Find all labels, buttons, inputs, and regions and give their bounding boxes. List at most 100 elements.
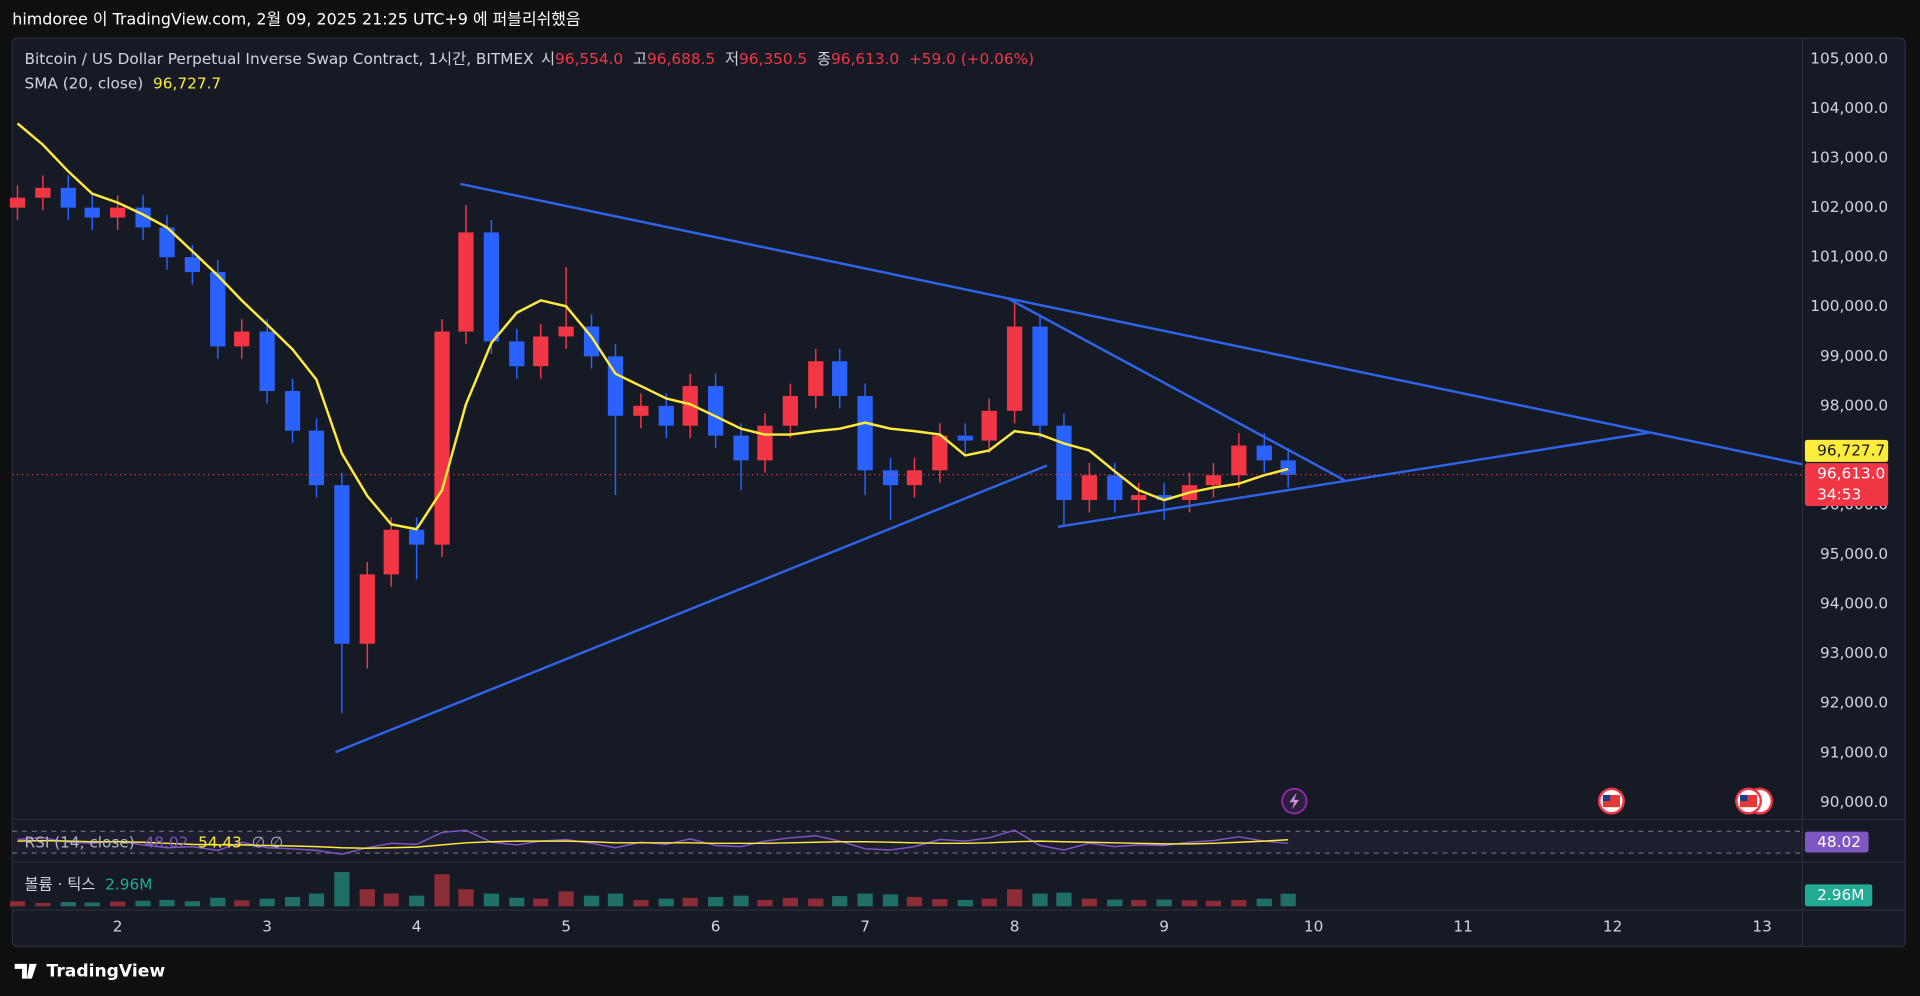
volume-bar: [658, 898, 674, 907]
candle-body: [84, 207, 100, 218]
volume-bar: [84, 902, 100, 907]
x-tick-label: 3: [262, 918, 272, 936]
volume-bar: [932, 899, 948, 907]
candle-body: [1205, 475, 1222, 486]
volume-bar: [35, 902, 51, 907]
y-tick-label: 102,000.0: [1810, 198, 1888, 216]
candle-body: [210, 272, 226, 347]
volume-box: [1804, 884, 1873, 907]
y-tick-label: 103,000.0: [1810, 149, 1888, 167]
sma-line: [16, 122, 1289, 531]
candle-body: [533, 336, 549, 367]
brand-name: TradingView: [47, 961, 166, 981]
volume-bar: [359, 889, 375, 907]
volume-bar: [533, 898, 549, 907]
candle-body: [957, 435, 973, 441]
candle-body: [808, 361, 824, 396]
candle-body: [509, 341, 525, 367]
ohlc-value: 96,350.5: [739, 50, 807, 68]
candle-body: [110, 207, 126, 218]
volume-bar: [135, 900, 151, 907]
y-tick-label: 91,000.0: [1820, 743, 1888, 761]
candle-body: [60, 187, 76, 208]
volume-bar: [234, 900, 250, 907]
candle-body: [981, 410, 997, 441]
volume-bar: [1280, 893, 1296, 907]
y-tick-label: 94,000.0: [1820, 595, 1888, 613]
candle-body: [184, 257, 201, 273]
trendline: [460, 182, 1803, 466]
volume-legend: 볼륨 · 틱스 2.96M: [24, 875, 152, 893]
candle-body: [359, 574, 375, 644]
candle-body: [383, 529, 399, 575]
x-tick-label: 10: [1304, 918, 1323, 936]
candle-body: [259, 331, 275, 392]
ohlc-label: 고: [633, 50, 647, 68]
volume-bar: [682, 897, 698, 907]
rsi-extra: ∅ ∅: [252, 833, 284, 851]
trendline: [1057, 431, 1650, 528]
volume-bar: [832, 896, 848, 907]
volume-bar: [733, 895, 749, 907]
volume-bar: [906, 896, 923, 907]
sma-price-label: 96,727.7: [1817, 441, 1885, 459]
ohlc-value: 96,554.0: [555, 50, 623, 68]
candle-body: [607, 356, 624, 416]
x-tick-label: 7: [860, 918, 870, 936]
last-price-box: [1804, 463, 1889, 506]
candle-body: [782, 395, 798, 426]
candle-body: [857, 395, 873, 471]
candle-body: [1231, 445, 1247, 476]
volume-bar: [1231, 899, 1247, 907]
candle-body: [882, 470, 899, 486]
rsi-price-box: [1804, 831, 1869, 853]
candle-body: [832, 361, 848, 396]
volume-bar: [1081, 898, 1097, 907]
volume-bar: [1032, 893, 1048, 907]
sma-legend: SMA (20, close) 96,727.7: [24, 74, 221, 92]
volume-bar: [808, 898, 824, 907]
volume-bar: [259, 898, 275, 907]
y-tick-label: 99,000.0: [1820, 347, 1888, 365]
volume-bar: [981, 898, 997, 907]
trendline: [335, 464, 1048, 754]
candle-body: [1056, 425, 1072, 501]
rsi-name: RSI (14, close): [24, 833, 134, 851]
candle-body: [434, 331, 450, 545]
volume-bar: [633, 899, 649, 907]
volume-bar: [284, 896, 301, 907]
candle-body: [458, 232, 474, 332]
candle-body: [1156, 495, 1172, 501]
candle-body: [1081, 475, 1097, 501]
candle-body: [35, 187, 51, 198]
x-tick-label: 4: [412, 918, 422, 936]
candle-body: [334, 485, 350, 644]
last-price-label: 96,613.0: [1817, 465, 1885, 483]
candle-body: [733, 435, 749, 461]
sma-price-box: [1804, 439, 1889, 462]
y-tick-label: 98,000.0: [1820, 396, 1888, 414]
lightning-glyph: [1289, 792, 1300, 810]
chart-frame: [11, 37, 1906, 948]
candle-body: [308, 430, 325, 486]
candle-body: [633, 405, 649, 416]
x-tick-label: 6: [711, 918, 721, 936]
volume-bar: [60, 902, 76, 907]
publish-header: himdoree 이 TradingView.com, 2월 09, 2025 …: [12, 9, 580, 28]
volume-bar: [458, 889, 474, 907]
ohlc-value: 96,688.5: [647, 50, 715, 68]
legend-line: Bitcoin / US Dollar Perpetual Inverse Sw…: [24, 50, 1034, 68]
event-icons: [1281, 787, 1774, 815]
y-tick-label: 104,000.0: [1810, 99, 1888, 117]
volume-bar: [483, 893, 500, 907]
sma-value: 96,727.7: [153, 74, 221, 92]
candle-body: [483, 232, 500, 342]
volume-bar: [509, 897, 525, 907]
flag-glyph: [1740, 794, 1748, 802]
candle-body: [159, 227, 175, 258]
trendlines: [335, 182, 1803, 754]
candle-body: [1032, 326, 1048, 426]
sma-name: SMA (20, close): [24, 74, 143, 92]
